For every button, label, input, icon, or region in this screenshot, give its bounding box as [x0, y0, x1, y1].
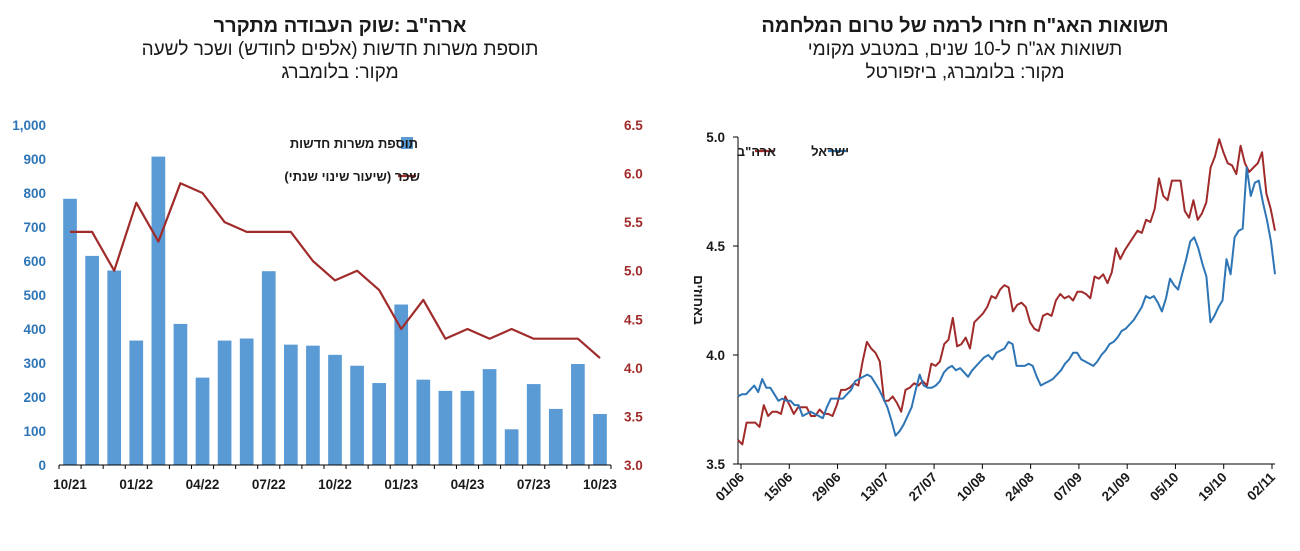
jobs-bar	[173, 323, 188, 465]
legend-bar-swatch	[401, 137, 413, 149]
jobs-bar	[526, 384, 541, 465]
jobs-bar	[151, 156, 166, 465]
right-chart-source: מקור: בלומברג, ביזפורטל	[865, 62, 1065, 83]
jobs-wages-chart-panel: ארה"ב :שוק העבודה מתקרר תוספת משרות חדשו…	[12, 14, 660, 492]
left-axis-tick-label: 500	[23, 288, 46, 303]
x-axis-tick-label: 19/10	[1195, 470, 1230, 505]
jobs-bar	[63, 198, 77, 465]
jobs-bar	[283, 344, 298, 465]
left-chart-source: מקור: בלומברג	[281, 62, 399, 83]
jobs-bar	[438, 390, 453, 465]
x-axis-tick-label: 05/10	[1147, 470, 1182, 505]
left-axis-tick-label: 900	[23, 152, 46, 167]
jobs-bar	[107, 270, 122, 465]
y-axis-tick-label: 5.0	[706, 130, 725, 145]
x-axis-tick-label: 01/23	[384, 477, 418, 492]
x-axis-tick-label: 15/06	[761, 469, 796, 504]
jobs-bar	[195, 377, 210, 465]
right-axis-tick-label: 3.0	[624, 458, 643, 473]
right-axis-tick-label: 5.0	[624, 264, 643, 279]
left-axis-tick-label: 0	[38, 458, 46, 473]
jobs-bar	[504, 429, 519, 465]
x-axis-tick-label: 10/08	[954, 469, 989, 504]
right-axis-tick-label: 5.5	[624, 215, 643, 230]
x-axis-tick-label: 07/09	[1051, 470, 1086, 505]
left-axis-tick-label: 300	[23, 356, 46, 371]
x-axis-tick-label: 04/23	[451, 477, 485, 492]
left-axis-tick-label: 1,000	[12, 118, 46, 133]
x-axis-tick-label: 10/23	[583, 477, 617, 492]
jobs-bar	[548, 408, 563, 465]
x-axis-tick-label: 10/22	[318, 477, 352, 492]
us-yield-line	[737, 138, 1276, 446]
left-axis-tick-label: 100	[23, 424, 46, 439]
x-axis-tick-label: 27/07	[906, 470, 941, 505]
left-axis-tick-label: 200	[23, 390, 46, 405]
jobs-bar	[394, 304, 409, 465]
x-axis-tick-label: 02/11	[1244, 469, 1278, 503]
legend-line-label: שכר (שיעור שינוי שנתי)	[284, 169, 420, 184]
left-axis-tick-label: 600	[23, 254, 46, 269]
right-axis-tick-label: 6.0	[624, 167, 643, 182]
israel-yield-line	[737, 166, 1276, 437]
right-chart-title: תשואות האג"ח חזרו לרמה של טרום המלחמה	[761, 15, 1169, 37]
jobs-bar	[593, 414, 607, 465]
y-axis-tick-label: 4.5	[706, 239, 725, 254]
jobs-bar	[372, 383, 387, 465]
y-axis-title: באחוזים	[691, 275, 706, 325]
jobs-bar	[328, 354, 342, 465]
x-axis-tick-label: 07/22	[252, 477, 286, 492]
jobs-bar	[217, 340, 232, 465]
jobs-bar	[350, 365, 364, 465]
x-axis-tick-label: 04/22	[186, 477, 220, 492]
jobs-bar	[129, 340, 144, 465]
y-axis-tick-label: 4.0	[706, 348, 725, 363]
x-axis-tick-label: 29/06	[809, 469, 844, 504]
x-axis-tick-label: 07/23	[517, 477, 551, 492]
jobs-bar	[261, 271, 276, 465]
legend-bar-label: תוספת משרות חדשות	[290, 136, 418, 151]
left-axis-tick-label: 400	[23, 322, 46, 337]
x-axis-tick-label: 01/22	[119, 477, 153, 492]
jobs-bar	[416, 379, 431, 465]
right-axis-tick-label: 4.0	[624, 361, 643, 376]
jobs-bar	[571, 364, 585, 465]
right-chart-titles: תשואות האג"ח חזרו לרמה של טרום המלחמה תש…	[660, 14, 1270, 84]
x-axis-tick-label: 21/09	[1099, 470, 1134, 505]
jobs-bar	[306, 345, 320, 465]
x-axis-tick-label: 24/08	[1002, 469, 1037, 504]
legend-us-label: ארה"ב	[737, 144, 776, 159]
bond-yields-chart-panel: תשואות האג"ח חזרו לרמה של טרום המלחמה תש…	[660, 0, 1300, 551]
left-chart-title: ארה"ב :שוק העבודה מתקרר	[213, 15, 467, 37]
right-axis-tick-label: 3.5	[624, 409, 643, 424]
jobs-bar	[85, 255, 99, 465]
right-axis-tick-label: 6.5	[624, 118, 643, 133]
right-chart-subtitle: תשואות אג"ח ל-10 שנים, במטבע מקומי	[807, 39, 1123, 60]
jobs-bar	[239, 338, 254, 465]
legend-israel-label: ישראל	[811, 144, 849, 159]
jobs-bar	[460, 390, 475, 465]
x-axis-tick-label: 13/07	[857, 470, 892, 505]
left-chart-subtitle: תוספת משרות חדשות (אלפים לחודש) ושכר לשע…	[141, 39, 539, 60]
x-axis-tick-label: 01/06	[713, 469, 748, 504]
x-axis-tick-label: 10/21	[53, 477, 87, 492]
bond-yields-chart: 3.5 4.0 4.5 5.0 באחוזים 01/06 15/06 29/06 13/07 2…	[691, 130, 1278, 505]
jobs-wages-chart: 0 100 200 300 400 500 600 700 800 900 1,000 3.0 3.5 4…	[12, 118, 643, 492]
y-axis-tick-label: 3.5	[706, 457, 725, 472]
wage-growth-line	[70, 182, 601, 359]
left-chart-titles: ארה"ב :שוק העבודה מתקרר תוספת משרות חדשו…	[20, 14, 660, 84]
jobs-bar	[482, 369, 497, 465]
left-axis-tick-label: 800	[23, 186, 46, 201]
left-axis-tick-label: 700	[23, 220, 46, 235]
right-axis-tick-label: 4.5	[624, 312, 643, 327]
